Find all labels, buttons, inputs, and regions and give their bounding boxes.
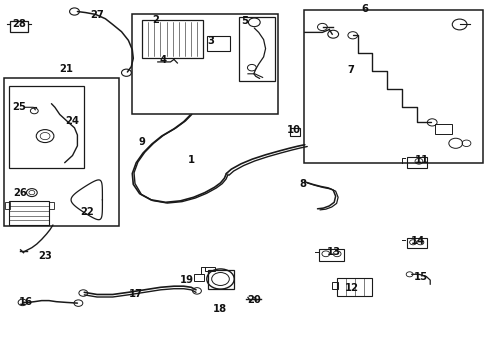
Text: 3: 3 (207, 36, 214, 46)
Text: 6: 6 (362, 4, 368, 14)
Bar (239, 17, 275, 81)
Text: 11: 11 (415, 155, 430, 165)
Text: 14: 14 (410, 236, 425, 246)
Bar (132, 14, 278, 114)
Text: 24: 24 (66, 116, 79, 126)
Text: 20: 20 (247, 294, 261, 305)
Text: 7: 7 (347, 65, 354, 75)
Text: 17: 17 (129, 289, 143, 300)
Bar (332, 282, 338, 289)
Bar (142, 20, 203, 58)
Bar (5, 202, 10, 209)
Text: 13: 13 (327, 247, 341, 257)
Text: 1: 1 (188, 155, 195, 165)
Text: 25: 25 (13, 102, 26, 112)
Text: 16: 16 (19, 297, 32, 307)
Text: 10: 10 (287, 125, 301, 135)
Bar (9, 201, 49, 225)
Text: 23: 23 (38, 251, 52, 261)
Text: 27: 27 (90, 10, 104, 20)
Text: 21: 21 (59, 64, 73, 74)
Text: 4: 4 (159, 55, 166, 66)
Bar (435, 124, 452, 134)
Bar (318, 249, 344, 261)
Bar (205, 267, 215, 271)
Text: 2: 2 (152, 15, 159, 25)
Text: 26: 26 (14, 188, 27, 198)
Text: 12: 12 (345, 283, 359, 293)
Bar (207, 36, 230, 51)
Bar (407, 238, 427, 248)
Bar (290, 128, 300, 136)
Text: 8: 8 (299, 179, 306, 189)
Text: 28: 28 (13, 19, 26, 30)
Text: 22: 22 (80, 207, 94, 217)
Bar (194, 274, 204, 281)
Bar (9, 86, 84, 168)
Bar (10, 21, 28, 32)
Text: 9: 9 (139, 137, 146, 147)
Text: 5: 5 (242, 16, 248, 26)
Bar (337, 278, 372, 296)
Bar (4, 78, 119, 226)
Text: 18: 18 (213, 304, 226, 314)
Bar (304, 10, 483, 163)
Bar (407, 157, 427, 168)
Bar (49, 202, 54, 209)
Bar (208, 270, 234, 289)
Text: 15: 15 (414, 272, 427, 282)
Text: 19: 19 (180, 275, 194, 285)
